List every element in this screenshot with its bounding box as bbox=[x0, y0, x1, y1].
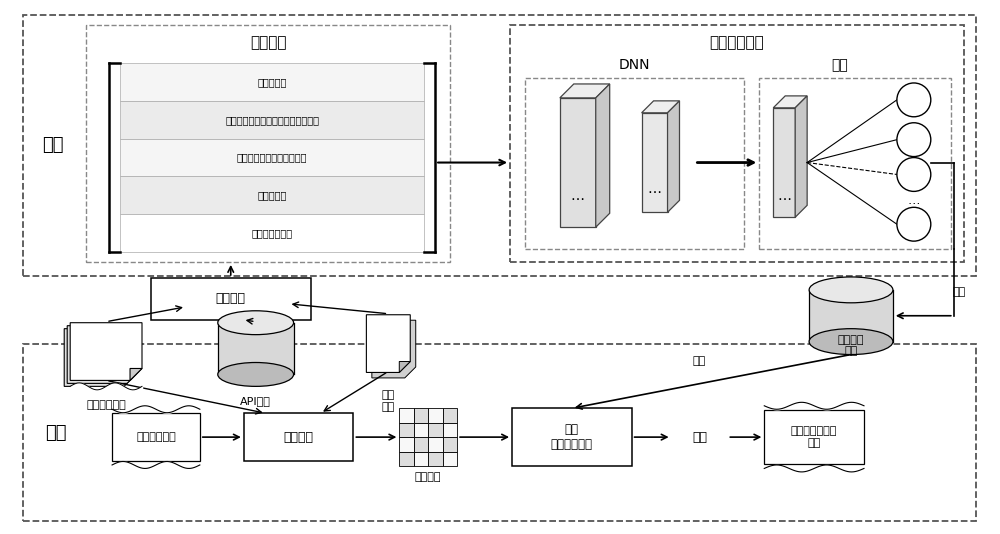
Text: 基于缺陷修复历史的相似度: 基于缺陷修复历史的相似度 bbox=[237, 153, 307, 162]
Ellipse shape bbox=[218, 363, 294, 387]
Bar bbox=[773, 108, 795, 217]
Bar bbox=[414, 452, 428, 466]
Ellipse shape bbox=[809, 329, 893, 355]
Text: 预测的缺陷文件
列表: 预测的缺陷文件 列表 bbox=[791, 426, 837, 448]
Text: 缺陷定位
模型: 缺陷定位 模型 bbox=[838, 335, 864, 356]
Bar bbox=[809, 290, 893, 342]
Text: 应用
缺陷定位模型: 应用 缺陷定位模型 bbox=[551, 423, 593, 451]
Polygon shape bbox=[773, 96, 807, 108]
Circle shape bbox=[897, 83, 931, 117]
Text: 特征组合模型: 特征组合模型 bbox=[709, 35, 764, 50]
Polygon shape bbox=[366, 315, 410, 372]
Text: 训练: 训练 bbox=[42, 136, 64, 154]
Bar bbox=[428, 437, 443, 452]
Ellipse shape bbox=[809, 277, 893, 303]
Bar bbox=[120, 101, 424, 139]
Bar bbox=[443, 452, 457, 466]
Bar bbox=[642, 113, 668, 213]
Text: 新的缺陷报告: 新的缺陷报告 bbox=[136, 432, 176, 442]
Bar bbox=[86, 25, 450, 262]
Bar bbox=[428, 423, 443, 437]
Bar bbox=[120, 176, 424, 214]
Text: API文档: API文档 bbox=[240, 396, 271, 406]
Polygon shape bbox=[130, 368, 142, 380]
Polygon shape bbox=[372, 320, 416, 378]
Polygon shape bbox=[67, 326, 139, 383]
Bar bbox=[120, 214, 424, 252]
Text: 载入: 载入 bbox=[693, 357, 706, 366]
Bar bbox=[428, 452, 443, 466]
Polygon shape bbox=[668, 101, 680, 213]
Text: DNN: DNN bbox=[619, 58, 650, 72]
Bar bbox=[120, 63, 424, 101]
Ellipse shape bbox=[218, 311, 294, 335]
Bar bbox=[512, 409, 632, 466]
Polygon shape bbox=[596, 84, 610, 227]
Bar bbox=[560, 98, 596, 227]
Polygon shape bbox=[64, 329, 136, 387]
Text: 输出: 输出 bbox=[832, 58, 848, 72]
Text: 结构信息相似度: 结构信息相似度 bbox=[252, 228, 293, 238]
Bar bbox=[764, 410, 864, 465]
Bar bbox=[399, 452, 414, 466]
Circle shape bbox=[897, 207, 931, 241]
Bar bbox=[414, 437, 428, 452]
Bar bbox=[399, 437, 414, 452]
Bar bbox=[443, 423, 457, 437]
Bar bbox=[120, 139, 424, 176]
Bar bbox=[759, 78, 951, 249]
Polygon shape bbox=[642, 101, 680, 113]
Text: 特征矩阵: 特征矩阵 bbox=[415, 472, 441, 482]
Bar bbox=[443, 437, 457, 452]
Text: 类名相似度: 类名相似度 bbox=[257, 191, 287, 200]
Text: 基于协同过滤算法的缺陷报告相似度: 基于协同过滤算法的缺陷报告相似度 bbox=[225, 115, 319, 125]
Text: 保存: 保存 bbox=[952, 287, 965, 297]
Circle shape bbox=[897, 158, 931, 191]
Text: 特征提取: 特征提取 bbox=[284, 430, 314, 444]
Text: 代码
文件: 代码 文件 bbox=[382, 390, 395, 412]
Bar bbox=[151, 278, 311, 320]
Bar bbox=[428, 409, 443, 423]
Bar bbox=[399, 409, 414, 423]
Text: 应用: 应用 bbox=[45, 424, 67, 442]
Text: …: … bbox=[908, 194, 920, 207]
Bar bbox=[510, 25, 964, 262]
Text: …: … bbox=[571, 190, 585, 203]
Bar bbox=[525, 78, 744, 249]
Text: 特征矩阵: 特征矩阵 bbox=[250, 35, 286, 50]
Text: …: … bbox=[648, 183, 662, 197]
Polygon shape bbox=[70, 323, 142, 380]
Circle shape bbox=[897, 123, 931, 156]
Text: 历史缺陷报告: 历史缺陷报告 bbox=[86, 400, 126, 410]
Bar bbox=[414, 423, 428, 437]
Bar bbox=[218, 323, 294, 374]
Bar bbox=[23, 343, 976, 521]
Polygon shape bbox=[795, 96, 807, 217]
Polygon shape bbox=[399, 362, 410, 372]
Bar bbox=[23, 15, 976, 276]
Bar bbox=[112, 413, 200, 461]
Text: 特征提取: 特征提取 bbox=[216, 292, 246, 305]
Text: 排序: 排序 bbox=[692, 430, 707, 444]
Polygon shape bbox=[560, 84, 610, 98]
Text: 文本相似度: 文本相似度 bbox=[257, 77, 287, 87]
Text: …: … bbox=[777, 190, 791, 203]
Bar bbox=[399, 423, 414, 437]
Bar bbox=[414, 409, 428, 423]
Bar bbox=[244, 413, 353, 461]
Bar bbox=[443, 409, 457, 423]
